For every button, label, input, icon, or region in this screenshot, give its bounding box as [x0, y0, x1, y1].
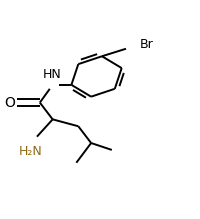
Text: Br: Br [139, 38, 153, 51]
Text: H₂N: H₂N [19, 145, 43, 158]
Text: HN: HN [42, 68, 61, 81]
Text: O: O [4, 96, 15, 110]
